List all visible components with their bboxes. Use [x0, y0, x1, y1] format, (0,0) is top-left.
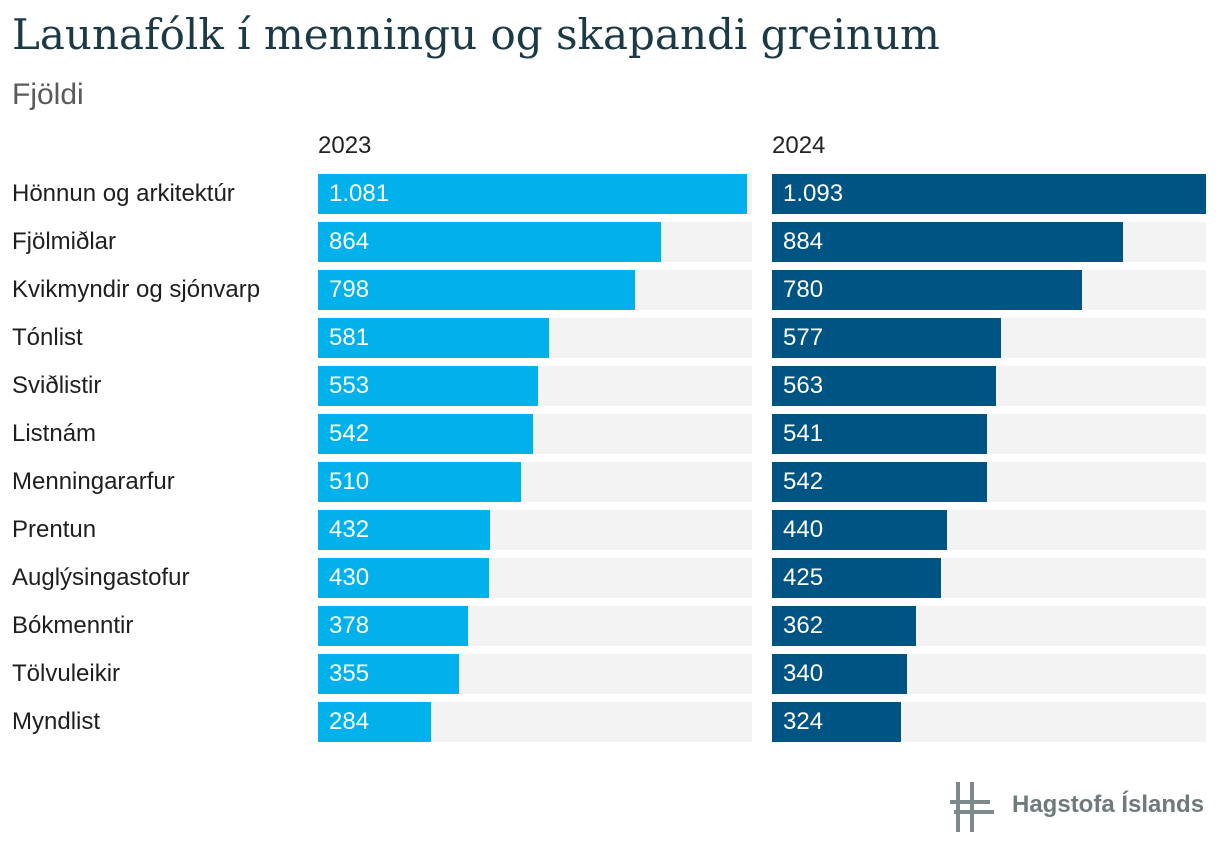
data-label: 284: [329, 708, 370, 735]
category-label: Listnám: [12, 420, 97, 447]
data-label: 798: [329, 276, 370, 303]
data-label: 542: [329, 420, 370, 447]
data-label: 378: [329, 612, 370, 639]
data-label: 563: [783, 372, 824, 399]
bar-2024: [772, 318, 1001, 358]
bar-2023: [318, 702, 431, 742]
bar-2023: [318, 414, 533, 454]
bar-2024: [772, 270, 1082, 310]
category-label: Kvikmyndir og sjónvarp: [12, 276, 261, 303]
bar-2024: [772, 654, 907, 694]
bar-2023: [318, 558, 489, 598]
category-label: Myndlist: [12, 708, 101, 735]
bar-2024: [772, 174, 1206, 214]
data-label: 362: [783, 612, 824, 639]
series-header-2024: 2024: [772, 132, 826, 159]
chart-title: Launafólk í menningu og skapandi greinum: [12, 10, 940, 59]
data-label: 510: [329, 468, 370, 495]
data-label: 864: [329, 228, 370, 255]
category-label: Tónlist: [12, 324, 83, 351]
bar-2023: [318, 318, 549, 358]
chart-subtitle: Fjöldi: [12, 78, 84, 111]
data-label: 581: [329, 324, 370, 351]
data-label: 884: [783, 228, 824, 255]
category-label: Menningararfur: [12, 468, 175, 495]
data-label: 1.081: [329, 180, 390, 207]
category-label: Auglýsingastofur: [12, 564, 190, 591]
data-label: 553: [329, 372, 370, 399]
series-header-2023: 2023: [318, 132, 372, 159]
category-label: Fjölmiðlar: [12, 228, 117, 255]
category-label: Sviðlistir: [12, 372, 102, 399]
bar-2024: [772, 702, 901, 742]
bar-2024: [772, 606, 916, 646]
bar-2023: [318, 270, 635, 310]
data-label: 340: [783, 660, 824, 687]
bar-2023: [318, 366, 538, 406]
data-label: 542: [783, 468, 824, 495]
category-label: Prentun: [12, 516, 97, 543]
hagstofa-logo-icon: [950, 782, 994, 832]
bar-2024: [772, 462, 987, 502]
data-label: 780: [783, 276, 824, 303]
bar-2023: [318, 222, 661, 262]
bar-2024: [772, 222, 1123, 262]
data-label: 432: [329, 516, 370, 543]
brand-name: Hagstofa Íslands: [1012, 791, 1205, 818]
category-label: Hönnun og arkitektúr: [12, 180, 235, 207]
bar-2023: [318, 606, 468, 646]
bar-2023: [318, 462, 521, 502]
category-label: Tölvuleikir: [12, 660, 121, 687]
data-label: 324: [783, 708, 824, 735]
data-label: 425: [783, 564, 824, 591]
bar-2023: [318, 174, 747, 214]
data-label: 541: [783, 420, 824, 447]
data-label: 430: [329, 564, 370, 591]
data-label: 1.093: [783, 180, 844, 207]
bar-2024: [772, 558, 941, 598]
data-label: 355: [329, 660, 370, 687]
bar-2024: [772, 414, 987, 454]
bar-2024: [772, 366, 996, 406]
data-label: 440: [783, 516, 824, 543]
bar-2023: [318, 510, 490, 550]
bar-2023: [318, 654, 459, 694]
data-label: 577: [783, 324, 824, 351]
category-label: Bókmenntir: [12, 612, 134, 639]
bar-2024: [772, 510, 947, 550]
